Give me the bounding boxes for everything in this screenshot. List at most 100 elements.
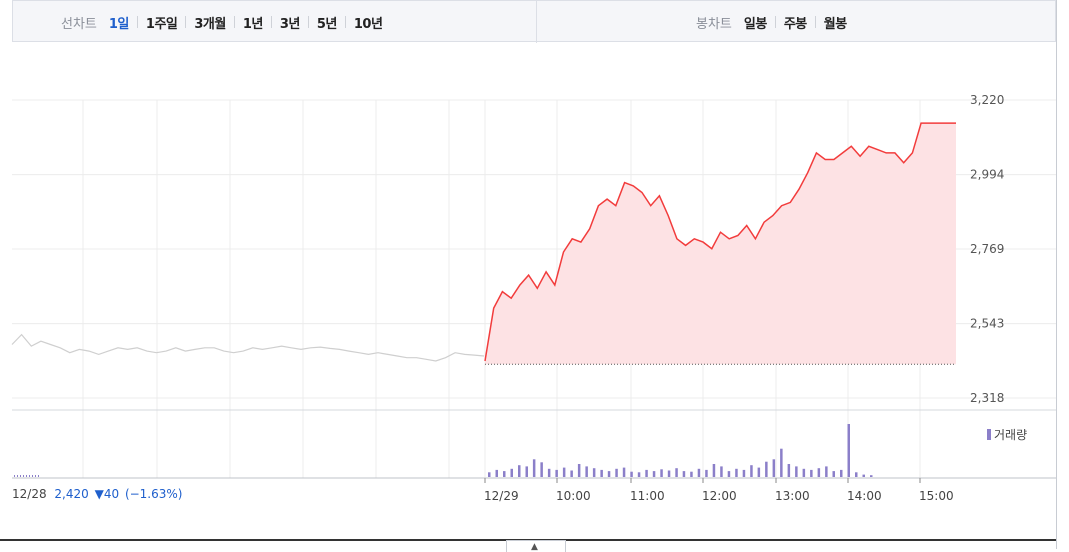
- period-1w-option[interactable]: 1주일: [145, 16, 178, 32]
- volume-bar: [503, 471, 506, 477]
- volume-bar: [637, 472, 641, 477]
- prev-close-pct: (−1.63%): [124, 487, 183, 501]
- volume-bar: [840, 469, 843, 477]
- period-1y-option[interactable]: 1년: [242, 16, 264, 32]
- volume-bar: [817, 468, 821, 477]
- candle-weekly-option[interactable]: 주봉: [783, 16, 807, 32]
- volume-bar: [727, 471, 731, 477]
- prev-close-price: 2,420: [54, 487, 89, 501]
- candle-monthly-option[interactable]: 월봉: [823, 16, 847, 32]
- x-tick-label: 14:00: [847, 489, 882, 503]
- volume-bar: [832, 471, 835, 477]
- panel-right-border: [1056, 0, 1057, 549]
- separator: [814, 16, 816, 28]
- expand-handle[interactable]: ▲: [506, 540, 566, 552]
- toolbar-divider: [536, 1, 537, 43]
- period-5y-option[interactable]: 5년: [316, 16, 338, 32]
- volume-bar: [488, 472, 491, 477]
- x-tick-label: 12/29: [484, 489, 519, 503]
- separator: [774, 16, 776, 28]
- period-3m-option[interactable]: 3개월: [194, 16, 226, 32]
- volume-bar: [750, 465, 753, 477]
- volume-bar-prev: [20, 475, 21, 477]
- volume-bar: [825, 466, 828, 477]
- volume-bar: [532, 459, 536, 477]
- volume-bar: [660, 469, 663, 477]
- candle-chart-group: 봉차트 일봉 주봉 월봉: [696, 1, 847, 43]
- volume-bar: [652, 471, 656, 477]
- separator: [270, 16, 272, 28]
- volume-bar: [518, 465, 521, 477]
- x-tick-label: 13:00: [775, 489, 810, 503]
- y-tick-label: 2,994: [970, 168, 1004, 182]
- y-tick-label: 2,769: [970, 242, 1004, 256]
- separator: [136, 16, 138, 28]
- volume-bar: [600, 469, 603, 477]
- volume-bar-prev: [17, 475, 18, 477]
- volume-bar: [547, 468, 551, 477]
- x-tick-label: 12:00: [702, 489, 737, 503]
- volume-bar-prev: [26, 475, 27, 477]
- volume-bar: [780, 448, 783, 477]
- prev-day-line: [11, 333, 485, 362]
- period-1d-option[interactable]: 1일: [108, 16, 130, 32]
- x-tick-label: 15:00: [919, 489, 954, 503]
- today-price-line: [484, 122, 956, 362]
- line-chart-group: 선차트 1일 1주일 3개월 1년 3년 5년 10년: [61, 1, 383, 43]
- period-3y-option[interactable]: 3년: [279, 16, 301, 32]
- volume-bar: [622, 467, 626, 477]
- volume-bar: [765, 461, 768, 477]
- volume-bar: [495, 469, 498, 477]
- volume-bar: [847, 424, 850, 477]
- volume-bar: [667, 470, 671, 477]
- volume-bar-prev: [32, 475, 33, 477]
- volume-bar: [682, 471, 686, 477]
- volume-legend: 거래량: [987, 426, 1027, 443]
- volume-bar: [555, 469, 558, 477]
- y-tick-label: 2,318: [970, 391, 1004, 405]
- volume-bar-prev: [23, 475, 24, 477]
- volume-bar: [585, 466, 588, 477]
- volume-bar: [525, 466, 528, 477]
- volume-bar: [772, 459, 776, 477]
- volume-bar: [510, 468, 513, 477]
- period-10y-option[interactable]: 10년: [353, 16, 383, 32]
- volume-bar: [787, 464, 791, 477]
- volume-bar: [757, 467, 761, 477]
- line-chart-caption: 선차트: [61, 16, 97, 32]
- separator: [307, 16, 309, 28]
- volume-bar: [810, 469, 813, 477]
- separator: [233, 16, 235, 28]
- prev-close-change: ▼40: [94, 487, 120, 501]
- volume-bar-prev: [35, 475, 36, 477]
- volume-bar-prev: [14, 475, 15, 477]
- volume-bar: [795, 466, 798, 477]
- volume-bar: [607, 471, 611, 477]
- volume-bar: [712, 464, 716, 477]
- volume-legend-label: 거래량: [994, 428, 1028, 442]
- volume-bar-prev: [29, 475, 30, 477]
- volume-bar: [697, 468, 701, 477]
- volume-bar: [615, 468, 618, 477]
- volume-bar: [690, 471, 693, 477]
- prev-close-date: 12/28: [12, 487, 47, 501]
- candle-chart-caption: 봉차트: [696, 16, 732, 32]
- x-tick-label: 10:00: [556, 489, 591, 503]
- y-tick-label: 3,220: [970, 93, 1004, 107]
- volume-bar: [720, 466, 723, 477]
- chevron-up-icon[interactable]: ▲: [531, 542, 538, 552]
- volume-bar: [855, 472, 858, 477]
- volume-bar: [802, 468, 806, 477]
- candle-daily-option[interactable]: 일봉: [743, 16, 767, 32]
- volume-bar: [705, 469, 708, 477]
- y-tick-label: 2,543: [970, 317, 1004, 331]
- prev-close-info: 12/28 2,420 ▼40 (−1.63%): [12, 487, 182, 501]
- today-area-fill: [485, 123, 956, 365]
- volume-bar: [735, 468, 738, 477]
- chart-toolbar: 선차트 1일 1주일 3개월 1년 3년 5년 10년 봉차트 일봉 주봉 월봉: [12, 0, 1056, 43]
- volume-bar: [870, 475, 873, 477]
- volume-bar: [592, 468, 596, 477]
- x-tick-label: 11:00: [630, 489, 665, 503]
- volume-bar: [742, 469, 746, 477]
